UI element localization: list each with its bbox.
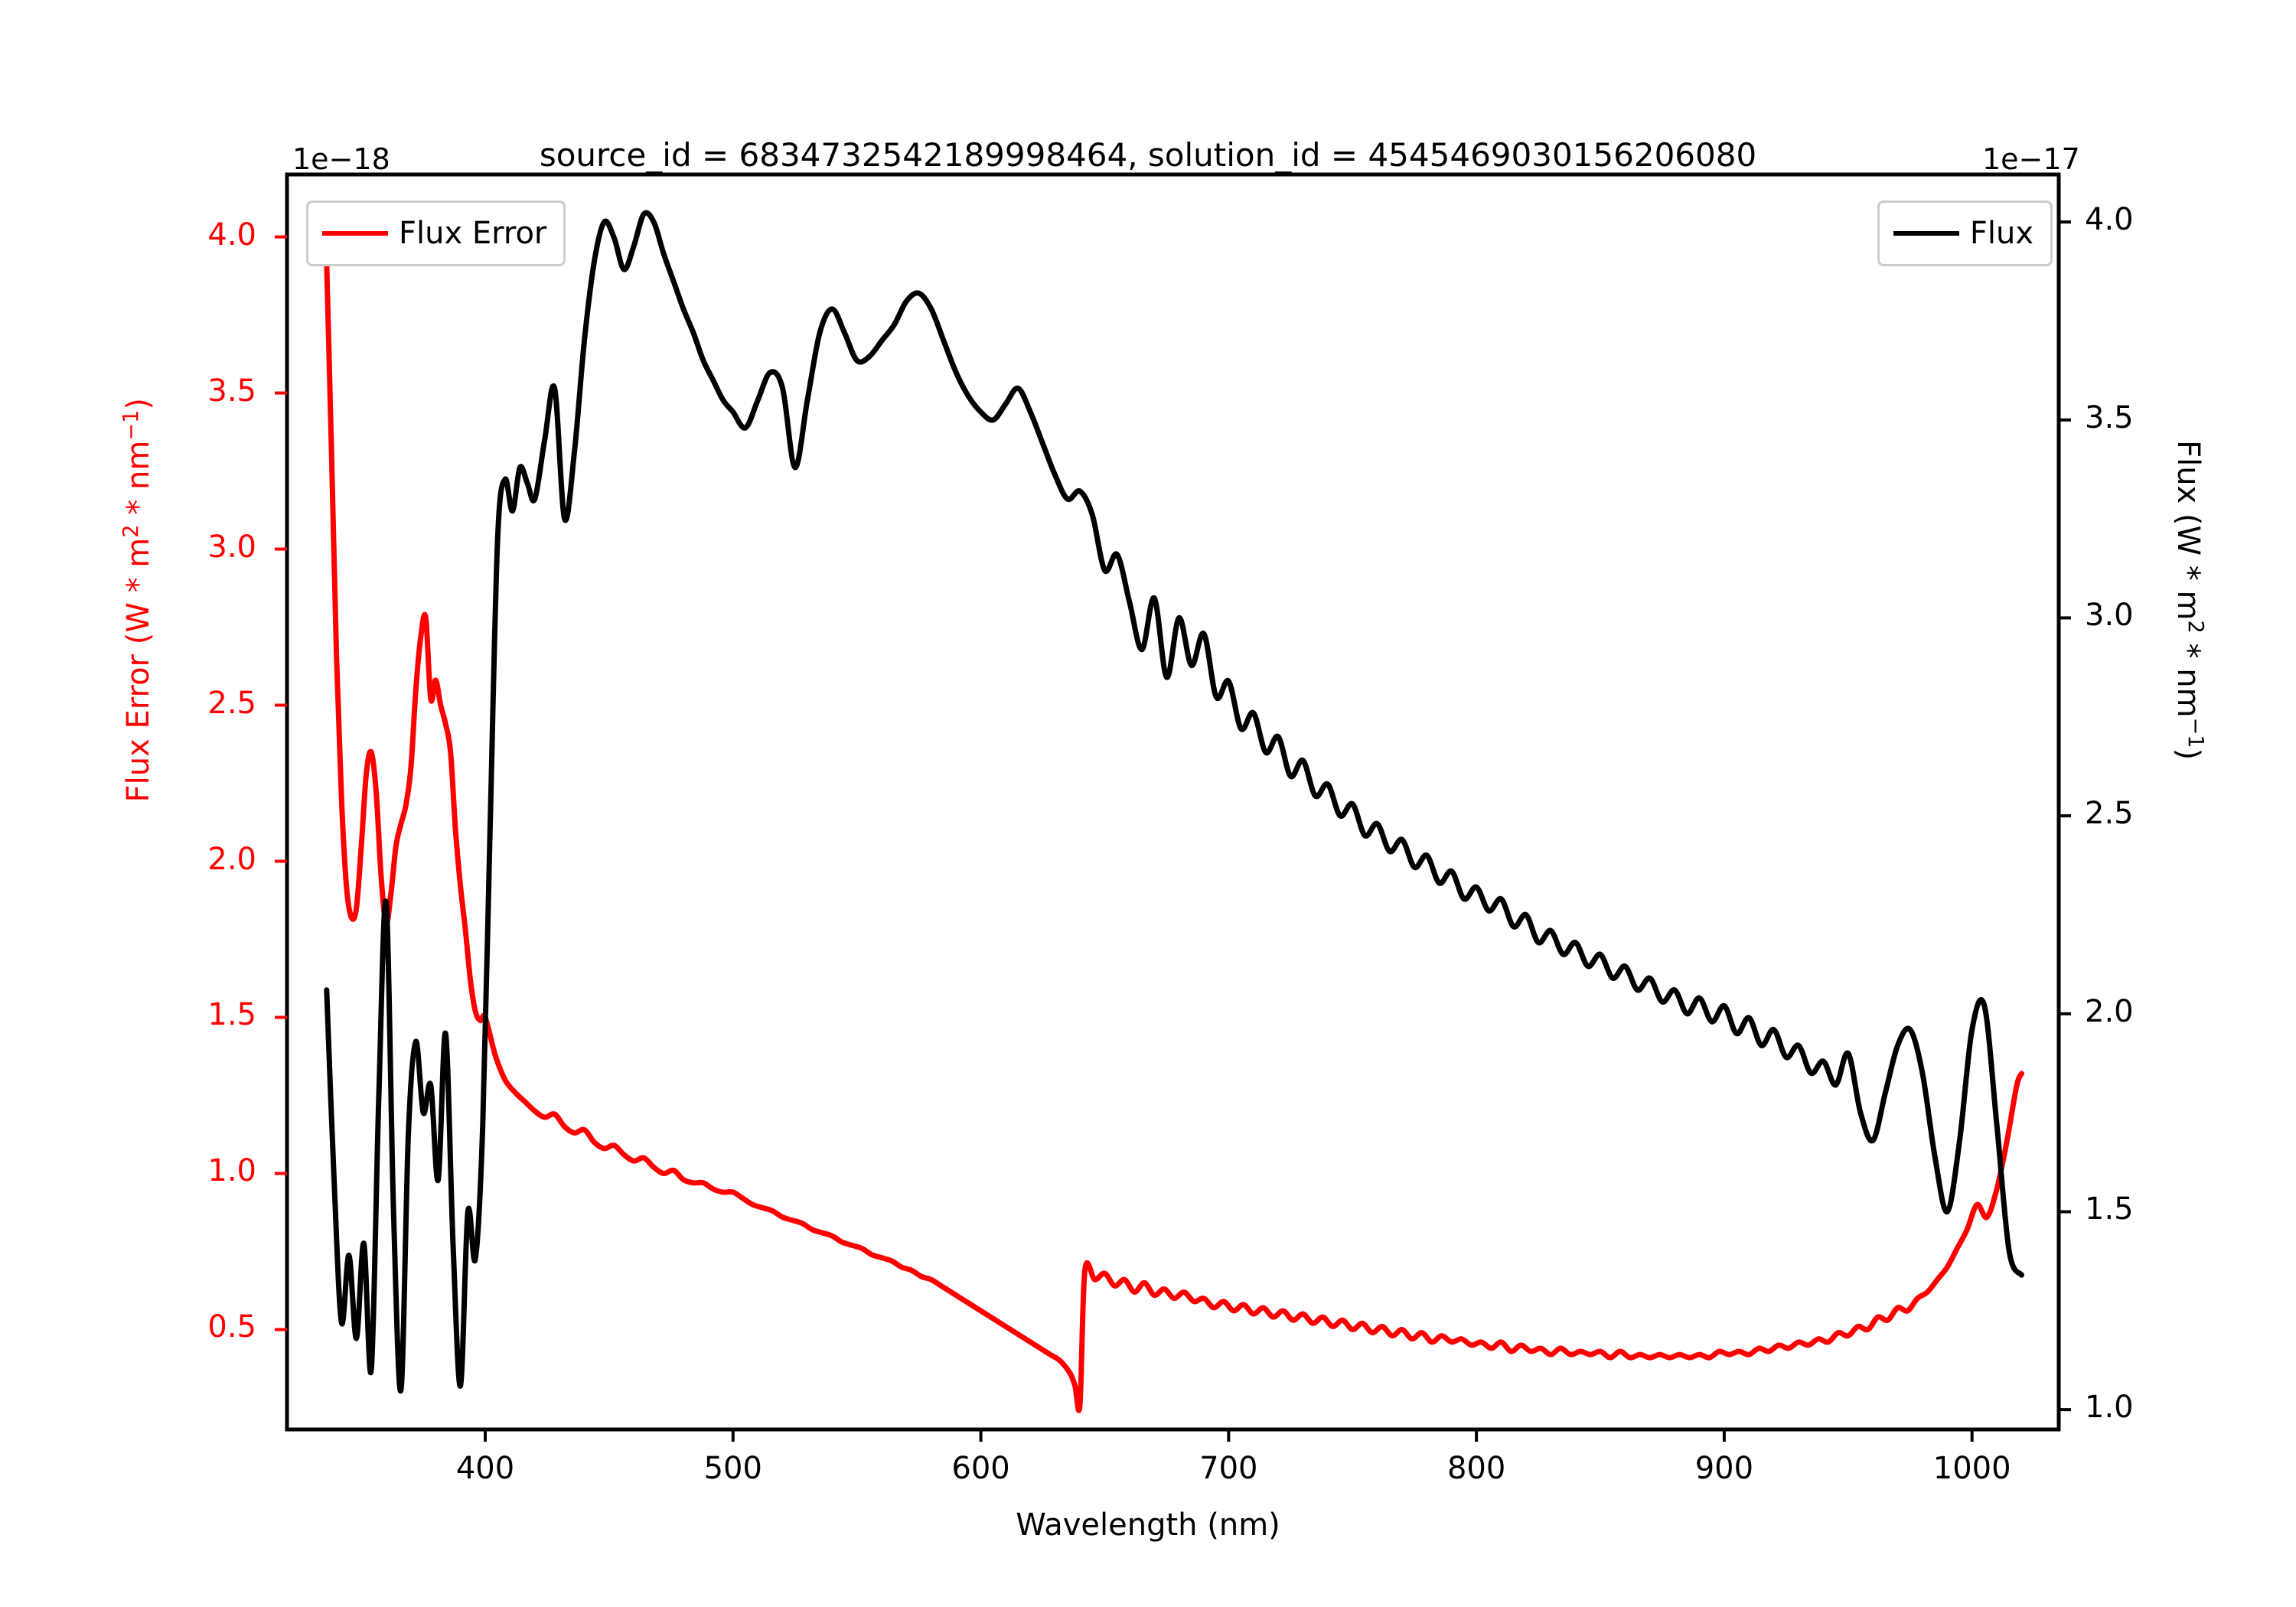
data-curves xyxy=(324,210,2024,1413)
series-flux-error xyxy=(324,259,2024,1413)
left-axis-offset-label: 1e−18 xyxy=(292,142,390,176)
right-tick-label: 1.0 xyxy=(2085,1390,2134,1426)
left-tick-label: 4.0 xyxy=(207,217,256,253)
left-tick-label: 3.0 xyxy=(207,529,256,565)
left-tick-label: 2.5 xyxy=(207,685,256,721)
series-flux xyxy=(324,210,2024,1394)
left-tick-label: 2.0 xyxy=(207,841,256,877)
x-tick-label: 1000 xyxy=(1932,1451,2011,1486)
right-tick-label: 3.5 xyxy=(2085,399,2134,435)
right-tick-label: 2.5 xyxy=(2085,796,2134,832)
x-tick-label: 500 xyxy=(703,1451,762,1486)
right-tick-label: 4.0 xyxy=(2085,202,2134,238)
legend-flux-error[interactable]: Flux Error xyxy=(306,200,566,266)
x-tick-label: 600 xyxy=(951,1451,1010,1486)
legend-line-flux-error xyxy=(322,231,388,236)
x-tick-label: 800 xyxy=(1446,1451,1506,1486)
axis-frame xyxy=(285,172,2061,1432)
x-tick-label: 400 xyxy=(455,1451,515,1486)
right-tick-label: 2.0 xyxy=(2085,993,2134,1029)
x-axis-label: Wavelength (nm) xyxy=(1016,1508,1280,1543)
left-tick-label: 3.5 xyxy=(207,373,256,409)
legend-label-flux: Flux xyxy=(1969,216,2033,251)
left-tick-label: 0.5 xyxy=(207,1309,256,1345)
right-axis-offset-label: 1e−17 xyxy=(1982,142,2080,176)
plot-title: source_id = 6834732542189998464, solutio… xyxy=(539,136,1757,174)
tick-marks xyxy=(275,220,2071,1442)
right-tick-label: 3.0 xyxy=(2085,598,2134,634)
legend-line-flux xyxy=(1893,231,1959,236)
left-tick-label: 1.5 xyxy=(207,997,256,1033)
right-tick-label: 1.5 xyxy=(2085,1191,2134,1227)
x-tick-label: 900 xyxy=(1694,1451,1754,1486)
left-tick-label: 1.0 xyxy=(207,1153,256,1189)
legend-flux[interactable]: Flux xyxy=(1877,200,2053,266)
legend-label-flux-error: Flux Error xyxy=(399,216,547,251)
x-tick-label: 700 xyxy=(1199,1451,1258,1486)
